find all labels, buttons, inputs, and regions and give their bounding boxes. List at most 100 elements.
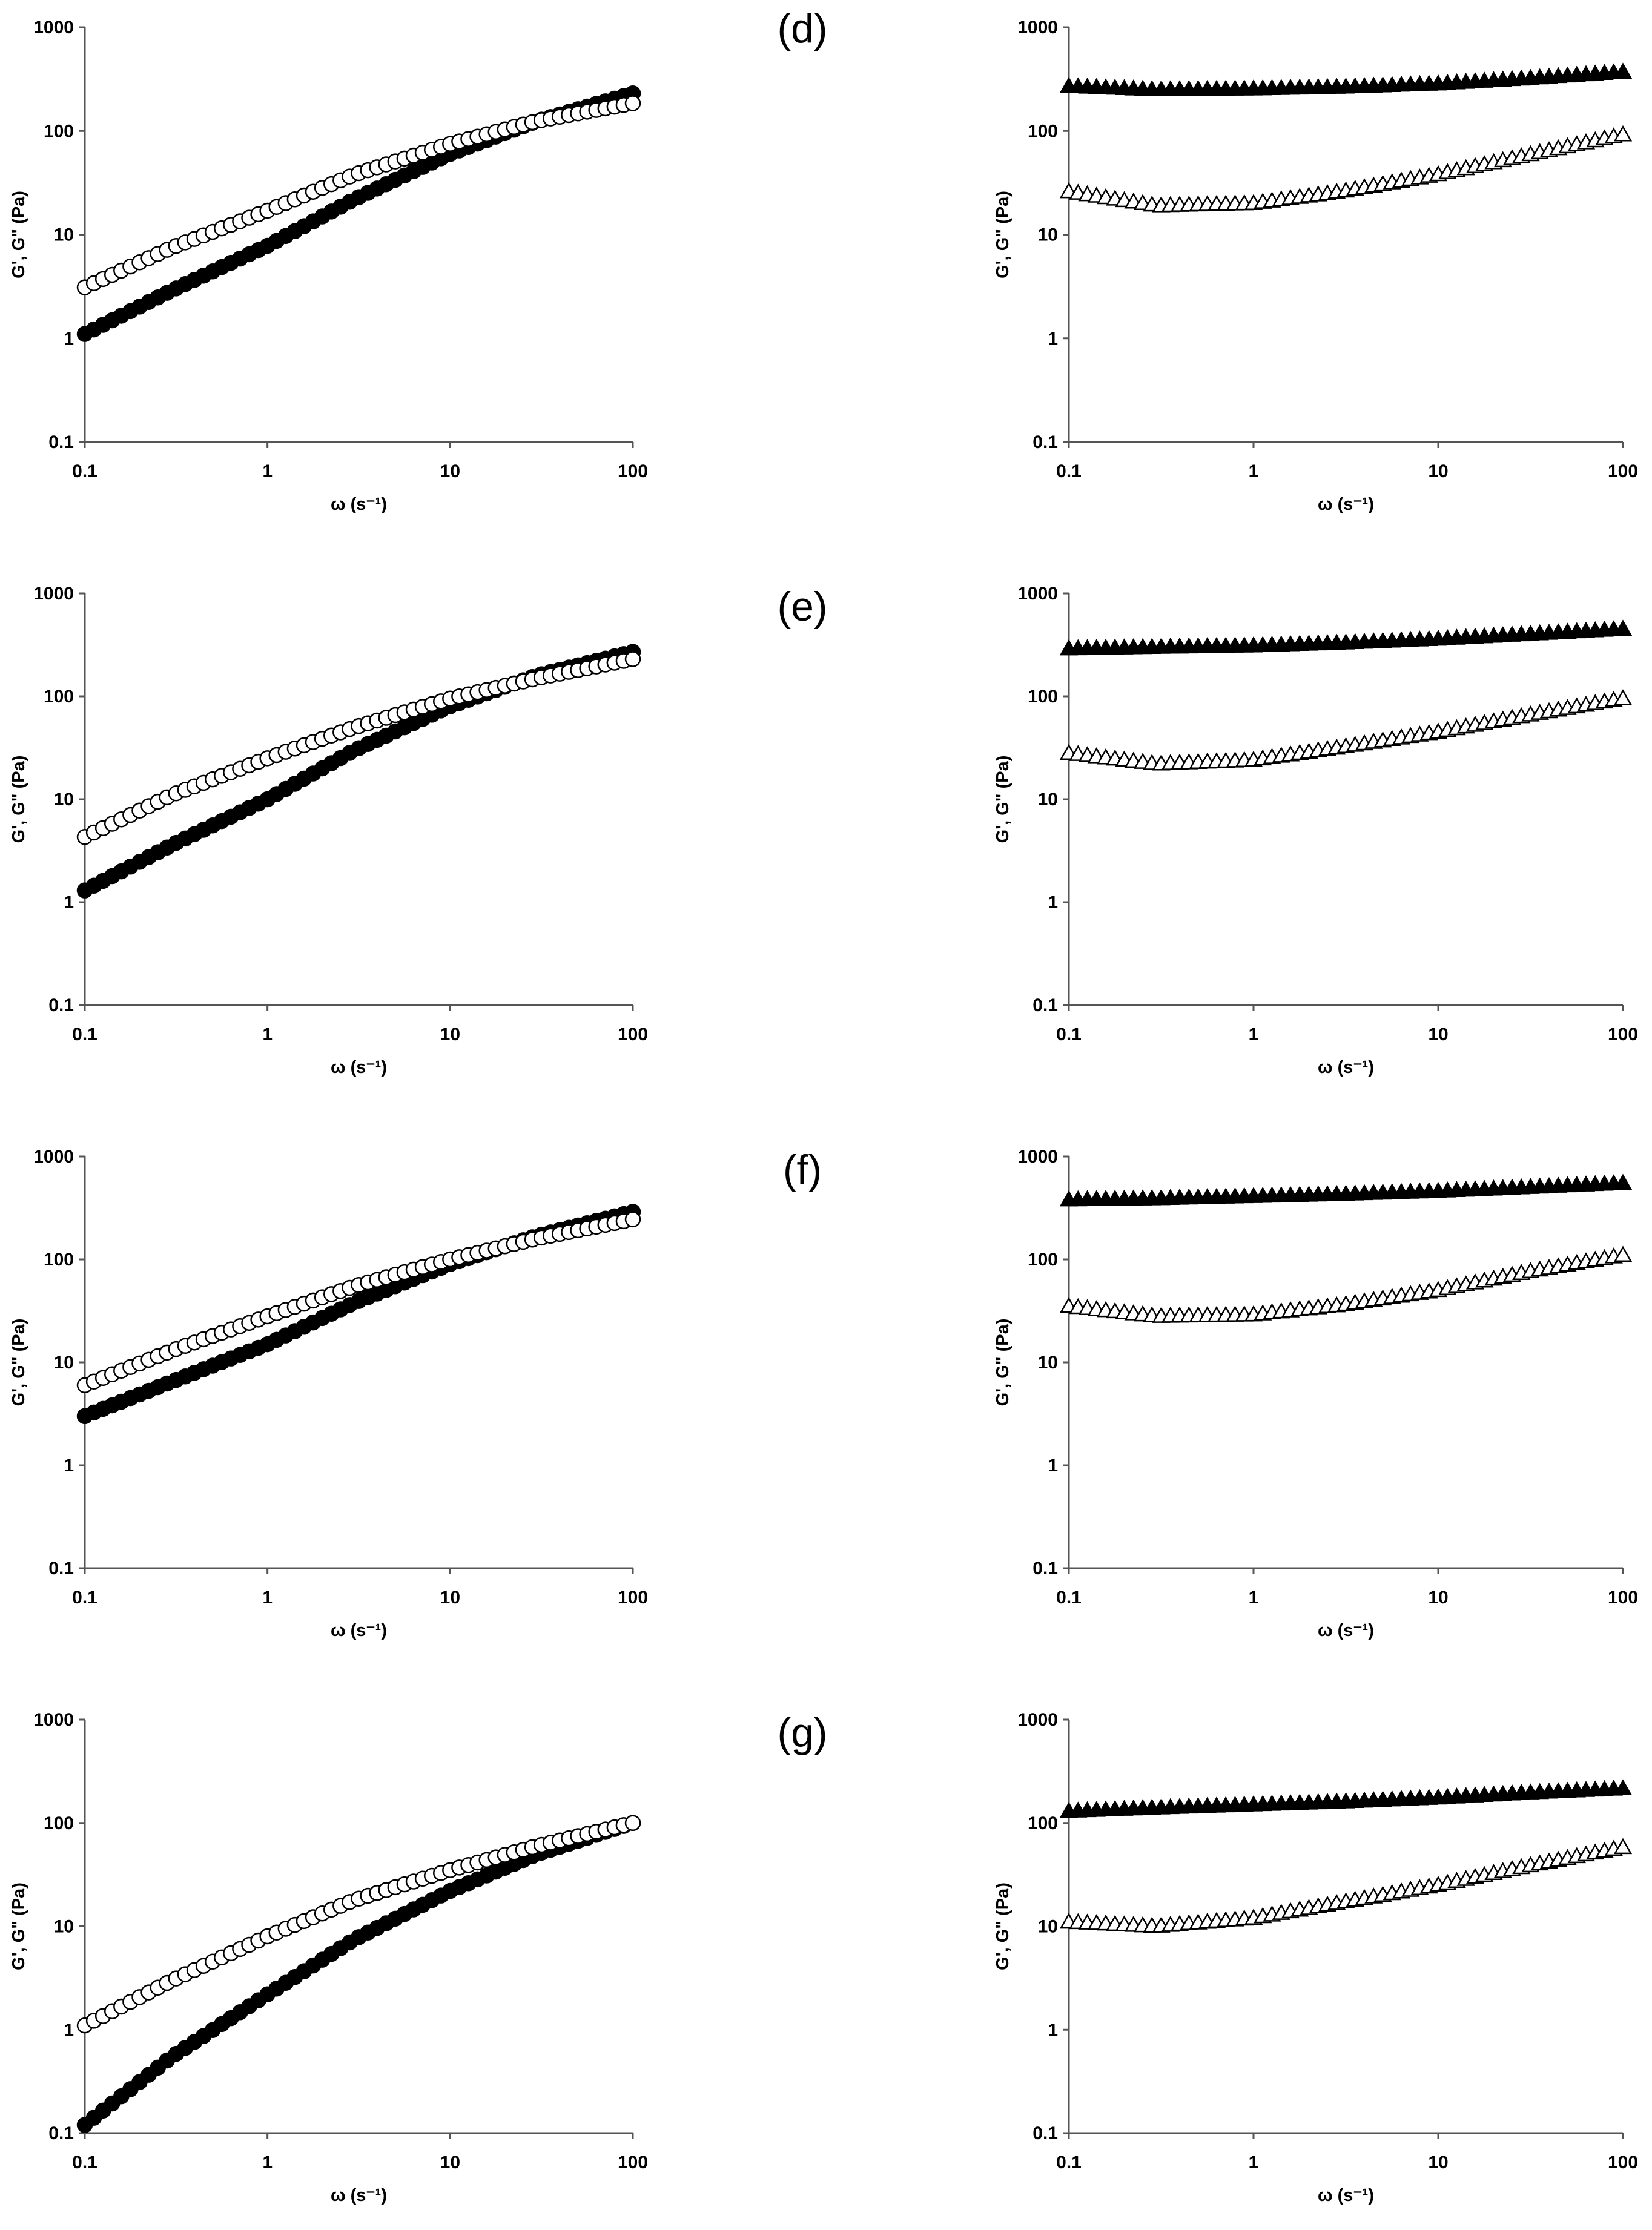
y-tick-label: 10 (54, 225, 74, 245)
y-tick-label: 1000 (33, 1147, 74, 1167)
x-tick-label: 0.1 (1056, 461, 1082, 481)
panel-label-e: (e) (777, 584, 827, 630)
x-tick-label: 1 (1249, 1588, 1259, 1608)
y-tick-label: 100 (1028, 1250, 1058, 1270)
y-tick-label: 1000 (33, 1710, 74, 1730)
triangle-filled-point (1613, 619, 1633, 636)
series-g-prime (1059, 1173, 1633, 1207)
series-g-prime (1059, 619, 1633, 656)
x-axis-title: ω (s⁻¹) (331, 1621, 387, 1640)
x-tick-label: 0.1 (1056, 1024, 1082, 1044)
x-tick-label: 10 (1428, 1588, 1448, 1608)
panel-label-d: (d) (777, 5, 827, 51)
chart-e-right: 0.1 1 10 100 1000 0.1 1 10 100 ω (s⁻¹) G', G" (Pa) (993, 584, 1638, 1077)
x-axis-title: ω (s⁻¹) (331, 2186, 387, 2205)
x-tick-label: 1 (1249, 1024, 1259, 1044)
y-tick-label: 100 (1028, 1813, 1058, 1833)
y-axis-title: G', G" (Pa) (9, 191, 28, 279)
x-tick-label: 0.1 (72, 2152, 97, 2172)
chart-e-left: 0.1 1 10 100 1000 0.1 1 10 100 ω (s⁻¹) G', G" (Pa) (9, 584, 648, 1077)
y-axis-title: G', G" (Pa) (9, 1319, 28, 1407)
y-tick-label: 0.1 (1032, 1559, 1058, 1578)
y-axis-title: G', G" (Pa) (9, 756, 28, 843)
y-tick-label: 1000 (33, 584, 74, 604)
y-tick-label: 0.1 (1032, 2123, 1058, 2143)
y-tick-label: 0.1 (1032, 432, 1058, 452)
triangle-open-point (1613, 1245, 1633, 1262)
y-tick-label: 0.1 (48, 995, 74, 1015)
chart-g-right: 0.1 1 10 100 1000 0.1 1 10 100 ω (s⁻¹) G', G" (Pa) (993, 1710, 1638, 2205)
y-tick-label: 1 (1048, 329, 1058, 349)
x-tick-label: 1 (1249, 2152, 1259, 2172)
triangle-filled-point (1613, 1779, 1633, 1795)
y-tick-label: 100 (44, 1813, 74, 1833)
triangle-open-point (1613, 1838, 1633, 1855)
circle-open-point (624, 95, 641, 111)
y-axis-title: G', G" (Pa) (993, 191, 1013, 279)
y-tick-label: 100 (44, 687, 74, 707)
y-tick-label: 1000 (33, 18, 74, 38)
series-g-double-prime (1059, 125, 1633, 213)
x-tick-label: 100 (1608, 2152, 1638, 2172)
x-tick-label: 1 (262, 2152, 273, 2172)
y-tick-label: 100 (44, 1250, 74, 1270)
y-tick-label: 1 (64, 1456, 74, 1476)
x-tick-label: 100 (618, 1588, 648, 1608)
y-tick-label: 100 (1028, 121, 1058, 141)
x-tick-label: 10 (1428, 461, 1448, 481)
triangle-open-point (1613, 125, 1633, 142)
series-g-prime (1059, 62, 1633, 97)
y-tick-label: 10 (54, 790, 74, 810)
y-axis-title: G', G" (Pa) (993, 756, 1013, 843)
x-tick-label: 0.1 (1056, 1588, 1082, 1608)
y-tick-label: 1 (1048, 2020, 1058, 2040)
y-axis-title: G', G" (Pa) (9, 1882, 28, 1970)
series-g-double-prime (1059, 689, 1633, 771)
y-tick-label: 10 (1038, 1917, 1058, 1937)
x-tick-label: 0.1 (72, 461, 97, 481)
y-tick-label: 1 (1048, 1456, 1058, 1476)
y-tick-label: 10 (54, 1917, 74, 1937)
x-tick-label: 10 (440, 2152, 460, 2172)
x-axis-title: ω (s⁻¹) (1318, 495, 1374, 514)
y-tick-label: 1000 (1017, 18, 1058, 38)
x-tick-label: 10 (440, 1024, 460, 1044)
series-g-double-prime (1059, 1838, 1633, 1933)
y-tick-label: 10 (54, 1353, 74, 1373)
x-tick-label: 0.1 (72, 1588, 97, 1608)
series-g-double-prime (76, 651, 641, 845)
series-g-double-prime (76, 1815, 641, 2034)
y-axis-title: G', G" (Pa) (993, 1882, 1013, 1970)
y-tick-label: 1 (64, 2020, 74, 2040)
y-tick-label: 10 (1038, 1353, 1058, 1373)
x-axis-title: ω (s⁻¹) (331, 495, 387, 514)
x-axis-title: ω (s⁻¹) (1318, 1621, 1374, 1640)
x-axis-title: ω (s⁻¹) (1318, 1058, 1374, 1077)
circle-open-point (624, 651, 641, 667)
chart-f-right: 0.1 1 10 100 1000 0.1 1 10 100 ω (s⁻¹) G', G" (Pa) (993, 1147, 1638, 1640)
x-tick-label: 1 (262, 1588, 273, 1608)
series-g-prime (1059, 1779, 1633, 1818)
x-tick-label: 100 (1608, 1024, 1638, 1044)
series-g-double-prime (1059, 1245, 1633, 1323)
x-tick-label: 1 (1249, 461, 1259, 481)
y-tick-label: 1000 (1017, 584, 1058, 604)
x-tick-label: 0.1 (72, 1024, 97, 1044)
x-axis-title: ω (s⁻¹) (1318, 2186, 1374, 2205)
panel-label-g: (g) (777, 1710, 827, 1756)
x-tick-label: 100 (618, 1024, 648, 1044)
y-tick-label: 1 (64, 892, 74, 912)
y-tick-label: 0.1 (48, 432, 74, 452)
x-tick-label: 10 (1428, 1024, 1448, 1044)
x-axis-title: ω (s⁻¹) (331, 1058, 387, 1077)
x-tick-label: 10 (440, 1588, 460, 1608)
panel-label-f: (f) (783, 1147, 822, 1193)
y-tick-label: 10 (1038, 225, 1058, 245)
x-tick-label: 10 (440, 461, 460, 481)
y-tick-label: 1 (64, 329, 74, 349)
triangle-filled-point (1613, 62, 1633, 79)
y-tick-label: 0.1 (48, 2123, 74, 2143)
series-g-double-prime (76, 1211, 641, 1393)
chart-d-right: 0.1 1 10 100 1000 0.1 1 10 100 ω (s⁻¹) G', G" (Pa) (993, 18, 1638, 514)
